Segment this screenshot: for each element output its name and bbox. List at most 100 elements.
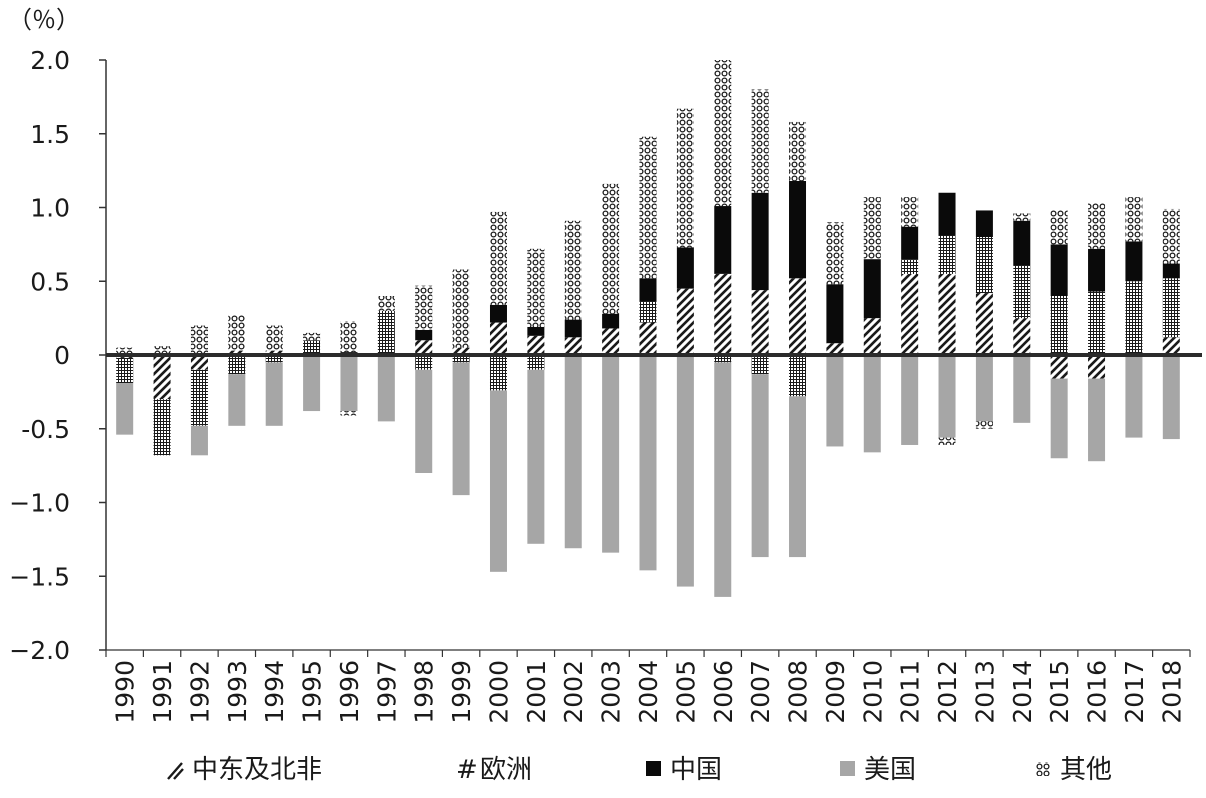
bar-2004-series-0 bbox=[639, 322, 657, 355]
bar-1992-series-4 bbox=[190, 325, 208, 355]
x-tick-label: 2016 bbox=[1083, 660, 1112, 724]
bar-2013-series-1 bbox=[975, 237, 993, 294]
bar-2010-series-0 bbox=[863, 318, 881, 356]
bar-2012-series-2 bbox=[938, 192, 956, 236]
y-tick-label: -0.5 bbox=[21, 415, 70, 444]
x-tick-label: 2017 bbox=[1120, 660, 1149, 724]
bar-2018-series-0 bbox=[1162, 337, 1180, 355]
bar-2008-series-2 bbox=[789, 180, 807, 279]
legend-swatch-dots bbox=[1036, 762, 1050, 776]
bar-1996-series-3 bbox=[340, 355, 358, 412]
bar-1996-series-4 bbox=[340, 321, 358, 353]
bar-2012-other-negative bbox=[938, 437, 956, 445]
x-tick-label: 1998 bbox=[410, 660, 439, 724]
y-tick-label: 0 bbox=[54, 341, 70, 370]
bar-2010-series-4 bbox=[863, 197, 881, 260]
bar-layer bbox=[116, 60, 1180, 597]
bar-1992-series-1 bbox=[190, 369, 208, 426]
bar-2015-series-1 bbox=[1050, 296, 1068, 355]
bar-2008-series-1 bbox=[789, 355, 807, 397]
bar-1990-series-1 bbox=[116, 357, 134, 384]
x-tick-label: 2013 bbox=[970, 660, 999, 724]
bar-1994-series-1 bbox=[265, 355, 283, 363]
bar-1999-series-3 bbox=[452, 362, 470, 496]
bar-2003-series-4 bbox=[602, 183, 620, 314]
bar-1993-series-3 bbox=[228, 374, 246, 426]
bar-2017-series-1 bbox=[1125, 281, 1143, 355]
x-tick-label: 1995 bbox=[298, 660, 327, 724]
bar-2016-series-0 bbox=[1088, 355, 1106, 379]
x-tick-label: 2003 bbox=[597, 660, 626, 724]
bar-1995-series-3 bbox=[303, 355, 321, 412]
bar-2011-series-1 bbox=[901, 259, 919, 274]
y-tick-label: 1.5 bbox=[30, 120, 70, 149]
bar-1995-series-4 bbox=[303, 332, 321, 341]
bar-2005-series-4 bbox=[676, 108, 694, 248]
legend-swatch-solid bbox=[840, 761, 855, 776]
bar-2018-series-1 bbox=[1162, 278, 1180, 338]
x-tick-label: 2018 bbox=[1157, 660, 1186, 724]
bar-2002-series-3 bbox=[564, 355, 582, 549]
bar-2015-series-4 bbox=[1050, 210, 1068, 245]
bar-2017-series-4 bbox=[1125, 197, 1143, 242]
x-tick-label: 2008 bbox=[784, 660, 813, 724]
bar-1992-series-3 bbox=[190, 425, 208, 456]
x-tick-label: 1997 bbox=[372, 660, 401, 724]
bar-2015-series-3 bbox=[1050, 378, 1068, 459]
bar-2005-series-2 bbox=[676, 247, 694, 289]
x-tick-label: 1999 bbox=[447, 660, 476, 724]
bar-2010-series-2 bbox=[863, 259, 881, 319]
bar-2010-series-3 bbox=[863, 355, 881, 453]
bar-2000-series-3 bbox=[489, 390, 507, 572]
bar-1990-series-3 bbox=[116, 383, 134, 435]
bar-1993-series-0 bbox=[228, 350, 246, 355]
bar-2003-series-0 bbox=[602, 328, 620, 355]
bar-2000-series-1 bbox=[489, 355, 507, 391]
x-tick-label: 2011 bbox=[896, 660, 925, 724]
x-tick-label: 2001 bbox=[522, 660, 551, 724]
bar-2018-series-2 bbox=[1162, 263, 1180, 279]
x-tick-label: 2010 bbox=[858, 660, 887, 724]
bar-2016-series-2 bbox=[1088, 248, 1106, 292]
bar-2009-series-0 bbox=[826, 343, 844, 355]
bar-2009-series-2 bbox=[826, 284, 844, 344]
bar-2002-series-4 bbox=[564, 220, 582, 320]
bar-2015-series-0 bbox=[1050, 355, 1068, 379]
legend-label: 欧洲 bbox=[480, 755, 532, 785]
bar-2011-series-3 bbox=[901, 355, 919, 445]
bar-2015-series-2 bbox=[1050, 244, 1068, 297]
bar-2013-other-negative bbox=[975, 421, 993, 429]
bar-2012-series-1 bbox=[938, 235, 956, 274]
legend-swatch-grid: # bbox=[456, 755, 478, 785]
bar-2014-series-4 bbox=[1013, 213, 1031, 221]
y-tick-label: −1.0 bbox=[9, 489, 70, 518]
bar-2001-series-0 bbox=[527, 335, 545, 355]
y-tick-label: 0.5 bbox=[30, 267, 70, 296]
bar-2014-series-1 bbox=[1013, 265, 1031, 319]
bar-2011-series-0 bbox=[901, 273, 919, 356]
bar-2009-series-4 bbox=[826, 222, 844, 285]
bar-1997-series-1 bbox=[377, 310, 395, 355]
bar-1998-series-4 bbox=[415, 285, 433, 330]
legend-swatch-solid bbox=[646, 761, 661, 776]
y-axis: −2.0 −1.5 −1.0 -0.5 0 0.5 1.0 1.5 2.0 bbox=[9, 46, 107, 665]
bar-2011-series-2 bbox=[901, 226, 919, 260]
bar-2007-series-0 bbox=[751, 290, 769, 355]
bar-2006-series-3 bbox=[714, 362, 732, 597]
x-tick-label: 1993 bbox=[223, 660, 252, 724]
bar-2016-series-3 bbox=[1088, 378, 1106, 462]
bar-2000-series-4 bbox=[489, 211, 507, 305]
bar-2008-series-0 bbox=[789, 278, 807, 355]
x-tick-label: 2015 bbox=[1045, 660, 1074, 724]
bar-2011-series-4 bbox=[901, 197, 919, 227]
x-tick-label: 1991 bbox=[148, 660, 177, 724]
bar-2008-series-4 bbox=[789, 121, 807, 181]
bar-2006-series-2 bbox=[714, 206, 732, 274]
x-tick-label: 2006 bbox=[709, 660, 738, 724]
bar-2004-series-3 bbox=[639, 355, 657, 571]
bar-2006-series-0 bbox=[714, 273, 732, 356]
bar-2001-series-1 bbox=[527, 355, 545, 370]
bar-2006-series-4 bbox=[714, 60, 732, 207]
bar-2003-series-2 bbox=[602, 313, 620, 329]
